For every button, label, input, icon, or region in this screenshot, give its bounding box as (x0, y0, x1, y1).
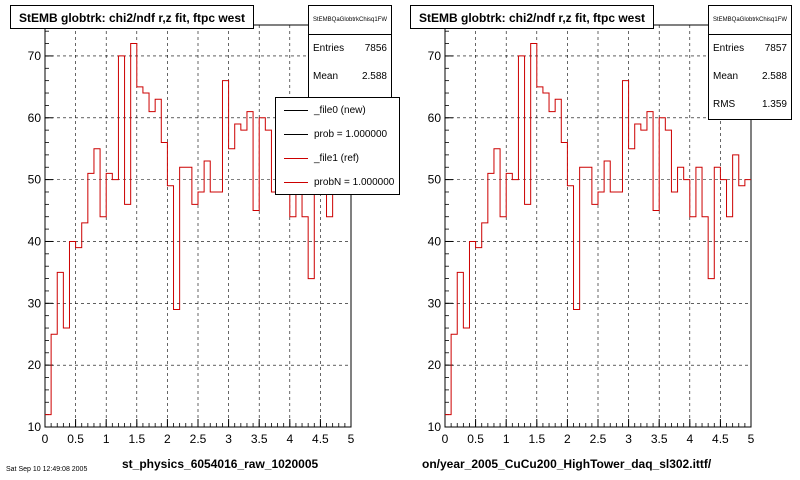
y-tick-label: 30 (28, 296, 42, 310)
x-tick-label: 2 (164, 432, 171, 446)
x-tick-label: 3.5 (251, 432, 268, 446)
x-tick-label: 1 (103, 432, 110, 446)
stats-box-left: StEMBQaGlobtrkChisq1FW Entries 7856 Mean 2… (308, 5, 392, 99)
y-tick-label: 10 (428, 420, 442, 434)
stats-entries-label-left: Entries (313, 43, 345, 54)
chart-panel-right: 0 0.5 1 1.5 2 2.5 3 3.5 4 4.5 5 10 20 30 40 50 60 70 StEM… (400, 0, 800, 480)
x-tick-label: 0.5 (67, 432, 84, 446)
plot-area-right: 0 0.5 1 1.5 2 2.5 3 3.5 4 4.5 5 10 20 30 40 50 60 70 (428, 24, 755, 446)
y-tick-label: 20 (28, 358, 42, 372)
legend-swatch (284, 181, 308, 183)
legend-label: _file1 (ref) (314, 152, 360, 164)
stats-entries-label-right: Entries (713, 43, 745, 54)
y-tick-label: 70 (28, 49, 42, 63)
x-tick-label: 1 (503, 432, 510, 446)
x-tick-label: 0 (42, 432, 49, 446)
x-tick-label: 0 (442, 432, 449, 446)
y-tick-label: 50 (428, 173, 442, 187)
stats-mean-label-left: Mean (313, 71, 339, 82)
legend-label: _file0 (new) (314, 104, 366, 116)
y-tick-label: 50 (28, 173, 42, 187)
footer-label-left: st_physics_6054016_raw_1020005 (122, 457, 319, 471)
y-tick-label: 20 (428, 358, 442, 372)
stats-mean-label-right: Mean (713, 71, 739, 82)
y-tick-label: 40 (28, 234, 42, 248)
x-tick-label: 2 (564, 432, 571, 446)
stats-entries-left: 7856 (364, 43, 387, 54)
x-tick-label: 4.5 (312, 432, 329, 446)
chart-title-right: StEMB globtrk: chi2/ndf r,z fit, ftpc we… (410, 5, 655, 29)
x-tick-label: 2.5 (590, 432, 607, 446)
chart-title-left: StEMB globtrk: chi2/ndf r,z fit, ftpc we… (10, 5, 255, 29)
y-tick-label: 60 (28, 111, 42, 125)
x-tick-label: 4.5 (712, 432, 729, 446)
stats-rms-label-right: RMS (713, 99, 736, 110)
x-tick-label: 1.5 (528, 432, 545, 446)
date-stamp: Sat Sep 10 12:49:08 2005 (6, 466, 88, 473)
legend-left: _file0 (new) prob = 1.000000 _file1 (ref… (275, 97, 400, 195)
legend-swatch (284, 157, 308, 159)
x-tick-label: 5 (348, 432, 355, 446)
chart-panel-left: 0 0.5 1 1.5 2 2.5 3 3.5 4 4.5 5 10 20 30 40 50 60 70 StEM… (6, 5, 400, 473)
stats-rms-right: 1.359 (761, 99, 787, 110)
legend-item: prob = 1.000000 (276, 122, 399, 146)
x-tick-label: 3.5 (651, 432, 668, 446)
legend-item: probN = 1.000000 (276, 170, 399, 194)
x-tick-label: 5 (748, 432, 755, 446)
x-tick-label: 4 (286, 432, 293, 446)
stats-name-left: StEMBQaGlobtrkChisq1FW (309, 6, 391, 35)
legend-label: probN = 1.000000 (314, 176, 395, 188)
stats-mean-left: 2.588 (361, 71, 387, 82)
legend-label: prob = 1.000000 (314, 128, 388, 140)
x-tick-label: 3 (225, 432, 232, 446)
footer-label-right: on/year_2005_CuCu200_HighTower_daq_sl302… (422, 457, 712, 471)
stats-mean-right: 2.588 (761, 71, 787, 82)
stats-box-right: StEMBQaGlobtrkChisq1FW Entries 7857 Mean 2… (708, 5, 792, 120)
x-tick-label: 1.5 (128, 432, 145, 446)
legend-swatch (284, 133, 308, 135)
stats-entries-right: 7857 (764, 43, 787, 54)
plot-area-left: 0 0.5 1 1.5 2 2.5 3 3.5 4 4.5 5 10 20 30 40 50 60 70 (28, 24, 355, 446)
x-tick-label: 0.5 (467, 432, 484, 446)
histogram-line (445, 43, 751, 416)
legend-item: _file0 (new) (276, 98, 399, 122)
x-tick-label: 3 (625, 432, 632, 446)
stats-name-right: StEMBQaGlobtrkChisq1FW (709, 6, 791, 35)
y-tick-label: 60 (428, 111, 442, 125)
y-tick-label: 40 (428, 234, 442, 248)
legend-swatch (284, 109, 308, 111)
y-tick-label: 30 (428, 296, 442, 310)
x-tick-label: 2.5 (190, 432, 207, 446)
y-tick-label: 10 (28, 420, 42, 434)
legend-item: _file1 (ref) (276, 146, 399, 170)
x-tick-label: 4 (686, 432, 693, 446)
y-tick-label: 70 (428, 49, 442, 63)
